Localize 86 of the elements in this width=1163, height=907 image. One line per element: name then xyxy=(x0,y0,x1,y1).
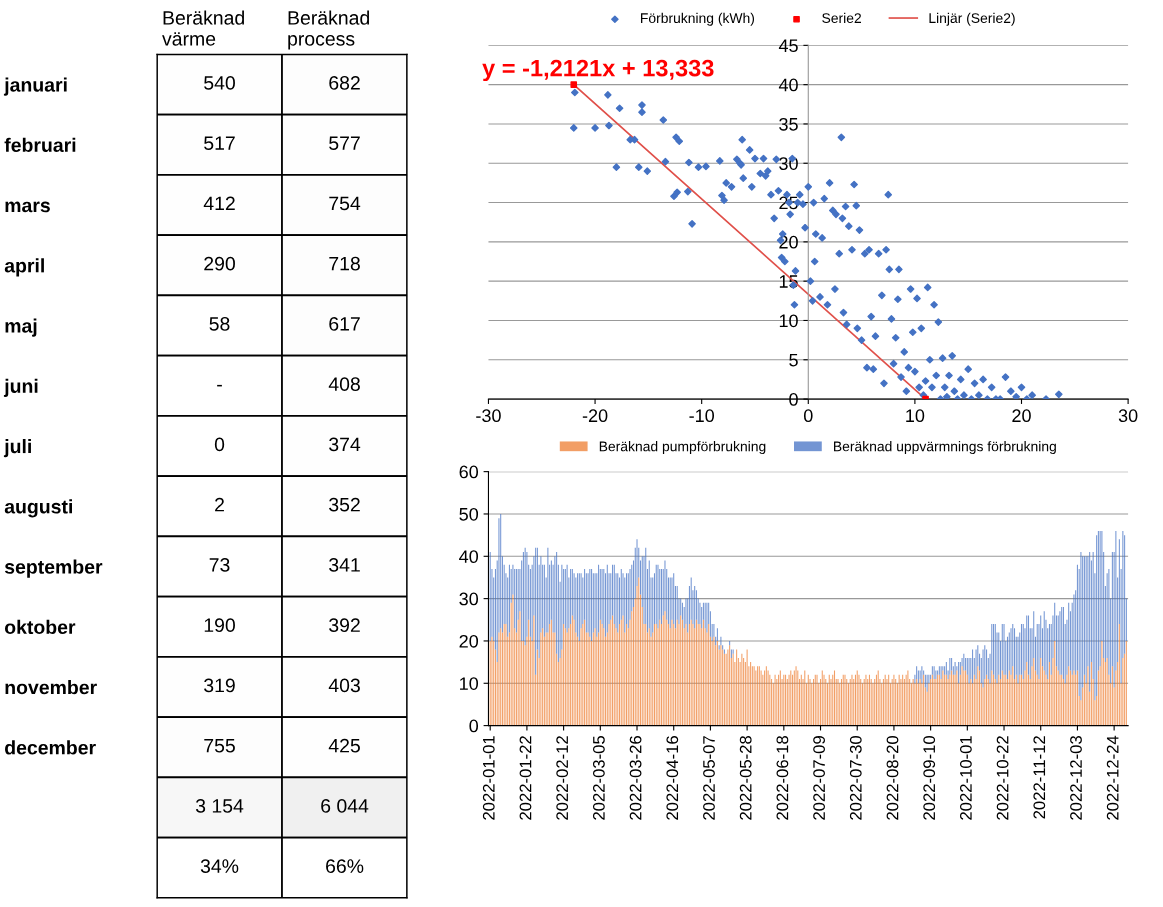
data-label: 617 xyxy=(329,317,360,331)
x-tick-label: 2022-11-12 xyxy=(1033,736,1046,819)
y-tick-label: januari xyxy=(3,77,67,96)
data-label: 2 xyxy=(215,497,224,512)
data-label: 718 xyxy=(329,256,360,271)
data-label: 34% xyxy=(200,859,239,874)
y-tick-label: 40 xyxy=(459,550,479,564)
data-label: 341 xyxy=(329,558,360,572)
data-label: 682 xyxy=(329,76,360,90)
data-label: 6 044 xyxy=(321,799,369,813)
data-label: 392 xyxy=(329,618,360,633)
y-tick-label: mars xyxy=(5,201,50,213)
data-label: 374 xyxy=(329,437,361,452)
data-label: 66% xyxy=(326,859,364,874)
y-tick-label: februari xyxy=(4,137,76,153)
y-tick-label: 60 xyxy=(459,465,479,479)
x-tick-label: -20 xyxy=(582,409,608,423)
legend-label: Serie2 xyxy=(822,12,861,24)
x-tick-label: 10 xyxy=(906,409,925,423)
y-tick-label: 10 xyxy=(779,314,798,328)
y-tick-label: maj xyxy=(5,318,37,337)
y-tick-label: augusti xyxy=(4,499,72,518)
x-tick-label: Beräknad värme xyxy=(162,10,244,46)
x-tick-label: 2022-09-10 xyxy=(923,735,936,820)
y-tick-label: november xyxy=(5,680,97,695)
y-tick-label: 0 xyxy=(469,719,479,733)
data-label: 412 xyxy=(203,196,235,211)
data-label: 425 xyxy=(328,738,360,753)
x-tick-label: 2022-01-22 xyxy=(519,736,532,820)
x-tick-label: 2022-04-16 xyxy=(666,736,679,820)
x-tick-label: 2022-05-28 xyxy=(739,736,752,820)
annotation: y = -1,2121x + 13,333 xyxy=(482,59,714,82)
x-tick-label: Beräknad process xyxy=(288,10,370,50)
y-tick-label: september xyxy=(4,559,103,578)
x-tick-label: 2022-12-24 xyxy=(1106,735,1119,820)
x-tick-label: 2022-07-09 xyxy=(813,736,825,820)
x-tick-label: 2022-06-18 xyxy=(776,736,789,820)
data-label: 58 xyxy=(209,317,230,331)
data-label: 755 xyxy=(204,738,235,753)
data-label: 190 xyxy=(204,618,235,633)
data-label: 408 xyxy=(328,377,360,392)
y-tick-label: 20 xyxy=(779,235,798,249)
data-label: 290 xyxy=(204,256,235,271)
x-tick-label: 20 xyxy=(1012,409,1031,423)
y-tick-label: december xyxy=(5,740,96,755)
data-label: 0 xyxy=(214,437,225,452)
y-tick-label: april xyxy=(4,258,44,277)
x-tick-label: 2022-03-05 xyxy=(592,736,605,820)
x-tick-label: 2022-03-26 xyxy=(629,736,642,820)
y-tick-label: 35 xyxy=(779,117,798,131)
y-tick-label: juni xyxy=(3,378,38,397)
x-tick-label: -30 xyxy=(476,409,501,423)
y-tick-label: 30 xyxy=(459,592,479,606)
data-label: 319 xyxy=(204,678,235,693)
data-label: 517 xyxy=(204,136,235,151)
x-tick-label: 2022-02-12 xyxy=(556,736,569,820)
y-tick-label: juli xyxy=(3,439,31,458)
legend-label: Beräknad pumpförbrukning xyxy=(599,441,766,455)
data-label: 754 xyxy=(329,196,361,211)
text: - xyxy=(217,384,222,387)
x-tick-label: 2022-07-30 xyxy=(849,735,862,820)
x-tick-label: 2022-05-07 xyxy=(703,736,715,820)
x-tick-label: 2022-10-22 xyxy=(996,736,1009,820)
data-label: 73 xyxy=(209,558,230,572)
y-tick-label: 5 xyxy=(789,353,798,367)
legend-label: Beräknad uppvärmnings förbrukning xyxy=(834,441,1056,455)
x-tick-label: 30 xyxy=(1118,409,1138,423)
data-label: 3 154 xyxy=(195,799,244,813)
data-label: 540 xyxy=(204,76,235,90)
y-tick-label: 20 xyxy=(459,634,479,648)
x-tick-label: 2022-01-01 xyxy=(482,736,495,820)
y-tick-label: 50 xyxy=(459,507,479,521)
x-tick-label: 2022-08-20 xyxy=(886,735,899,820)
x-tick-label: 2022-10-01 xyxy=(960,736,972,820)
y-tick-label: oktober xyxy=(4,619,76,635)
data-label: 403 xyxy=(328,678,360,693)
legend-label: Linjär (Serie2) xyxy=(929,12,1015,26)
y-tick-label: 10 xyxy=(460,677,479,690)
x-tick-label: 2022-12-03 xyxy=(1070,736,1082,820)
x-tick-label: 0 xyxy=(803,409,813,423)
data-label: 577 xyxy=(329,136,360,151)
x-tick-label: -10 xyxy=(689,409,715,423)
data-label: 352 xyxy=(329,497,360,512)
legend-label: Förbrukning (kWh) xyxy=(641,12,755,26)
y-tick-label: 45 xyxy=(778,39,798,53)
y-tick-label: 40 xyxy=(778,78,798,92)
